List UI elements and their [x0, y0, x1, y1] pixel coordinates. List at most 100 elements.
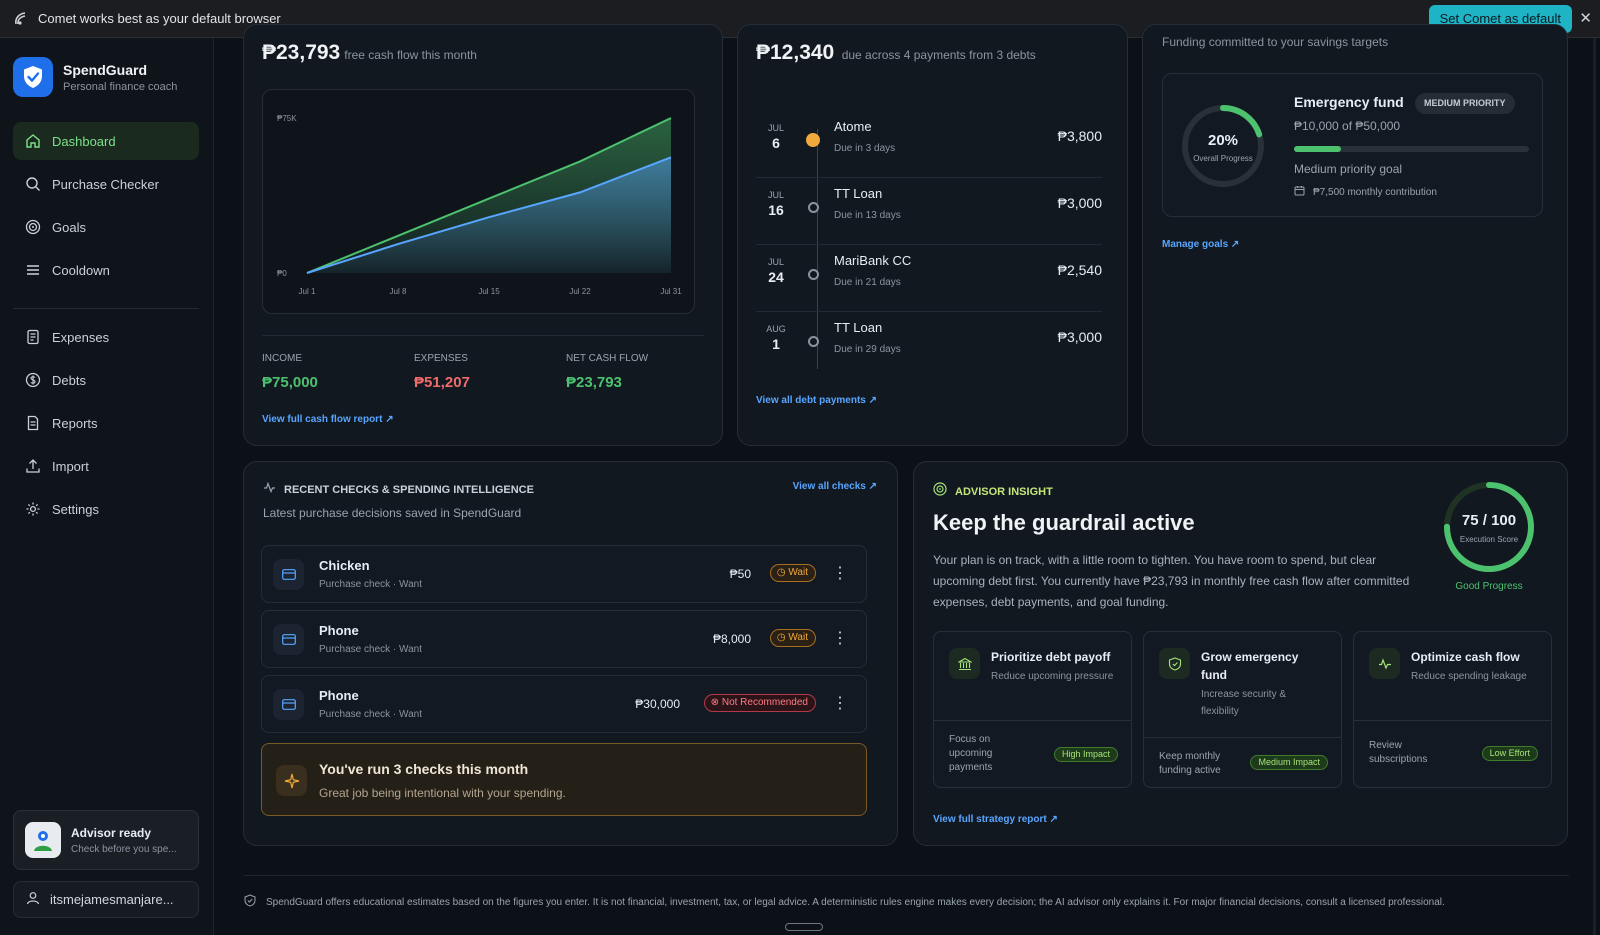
execution-score: 75 / 100: [1461, 512, 1517, 529]
x-tick-label: Jul 8: [390, 287, 407, 296]
close-icon[interactable]: ✕: [1579, 10, 1592, 27]
goals-header: Funding committed to your savings target…: [1162, 35, 1389, 49]
series-line-0: [306, 117, 672, 274]
user-name: itsmejamesmanjare...: [50, 892, 174, 907]
debt-name: MariBank CC: [834, 253, 912, 268]
more-options-icon[interactable]: ⋮: [832, 630, 848, 647]
debt-due: Due in 21 days: [834, 277, 901, 288]
more-options-icon[interactable]: ⋮: [832, 695, 848, 712]
debt-day: 6: [772, 135, 780, 151]
shield-logo-icon: [13, 57, 53, 97]
sidebar-item-label: Dashboard: [52, 133, 116, 149]
net-cash-flow-stat: NET CASH FLOW ₱23,793: [566, 353, 648, 391]
manage-goals-link[interactable]: Manage goals ↗: [1162, 239, 1239, 250]
check-row[interactable]: Phone Purchase check · Want ₱30,000 ⊗ No…: [261, 675, 867, 733]
home-icon: [24, 132, 42, 150]
sidebar-item-label: Reports: [52, 415, 98, 431]
advisor-label-row: ADVISOR INSIGHT: [933, 482, 1053, 501]
sidebar-item-debts[interactable]: Debts: [13, 361, 199, 399]
goal-percent: 20%: [1207, 132, 1239, 149]
sidebar-item-reports[interactable]: Reports: [13, 404, 199, 442]
sidebar-item-label: Settings: [52, 501, 99, 517]
goal-progress-text: ₱10,000 of ₱50,000: [1294, 119, 1401, 133]
insight-footer-text: Keep monthly funding active: [1159, 751, 1221, 776]
debt-row[interactable]: JUL 6 Atome Due in 3 days ₱3,800: [756, 111, 1102, 177]
expenses-stat: EXPENSES ₱51,207: [414, 353, 470, 391]
sidebar-item-settings[interactable]: Settings: [13, 490, 199, 528]
checks-header: RECENT CHECKS & SPENDING INTELLIGENCE: [263, 481, 534, 499]
debt-row[interactable]: JUL 24 MariBank CC Due in 21 days ₱2,540: [756, 245, 1102, 311]
check-row[interactable]: Chicken Purchase check · Want ₱50 ◷ Wait…: [261, 545, 867, 603]
sidebar-item-label: Cooldown: [52, 262, 110, 278]
sidebar-item-purchase-checker[interactable]: Purchase Checker: [13, 165, 199, 203]
scrollbar[interactable]: [1593, 38, 1596, 935]
calendar-icon: [1294, 185, 1305, 199]
checks-title: RECENT CHECKS & SPENDING INTELLIGENCE: [284, 484, 534, 496]
brand[interactable]: SpendGuard Personal finance coach: [13, 57, 177, 97]
check-row[interactable]: Phone Purchase check · Want ₱8,000 ◷ Wai…: [261, 610, 867, 668]
timeline-dot: [808, 269, 819, 280]
target-icon: [24, 218, 42, 236]
debt-month: JUL: [767, 190, 784, 200]
insight-card-cash-flow[interactable]: Optimize cash flow Reduce spending leaka…: [1353, 631, 1552, 788]
view-all-checks-link[interactable]: View all checks ↗: [793, 481, 877, 492]
disclaimer-text: SpendGuard offers educational estimates …: [266, 896, 1445, 908]
advisor-insight-card: ADVISOR INSIGHT Keep the guardrail activ…: [913, 461, 1568, 846]
insight-footer-text: Review subscriptions: [1369, 740, 1428, 765]
debts-summary: ₱12,340 due across 4 payments from 3 deb…: [756, 41, 1056, 66]
debt-day: 24: [768, 269, 784, 285]
row-divider: [756, 177, 1102, 178]
advisor-ready-card[interactable]: Advisor ready Check before you spe...: [13, 810, 199, 870]
goal-emergency-fund[interactable]: 20% Overall Progress Emergency fund MEDI…: [1162, 73, 1543, 217]
brand-name: SpendGuard: [63, 61, 148, 78]
strategy-report-link-label: View full strategy report: [933, 814, 1047, 825]
scroll-indicator[interactable]: [785, 923, 823, 931]
debts-card: ₱12,340 due across 4 payments from 3 deb…: [737, 24, 1128, 446]
advisor-label: ADVISOR INSIGHT: [955, 485, 1053, 498]
cash-flow-chart: ₱75K ₱0 Jul 1 Jul 8 Jul 15 Jul 22 Jul 31: [262, 89, 695, 314]
debt-payments-link[interactable]: View all debt payments ↗: [756, 395, 877, 406]
sidebar-item-expenses[interactable]: Expenses: [13, 318, 199, 356]
sidebar-item-goals[interactable]: Goals: [13, 208, 199, 246]
comet-logo-icon: [12, 10, 30, 28]
primary-nav: Dashboard Purchase Checker Goals Cooldow…: [13, 122, 199, 294]
check-name: Phone: [319, 688, 359, 703]
upload-icon: [24, 457, 42, 475]
sidebar-item-dashboard[interactable]: Dashboard: [13, 122, 199, 160]
debt-date: JUL 6: [766, 123, 786, 151]
debt-amount: ₱3,000: [1057, 329, 1102, 345]
receipt-icon: [24, 328, 42, 346]
debt-month: JUL: [767, 123, 784, 133]
sidebar-item-cooldown[interactable]: Cooldown: [13, 251, 199, 289]
debt-day: 16: [768, 202, 784, 218]
income-label: INCOME: [262, 353, 302, 364]
debt-amount: ₱3,000: [1057, 195, 1102, 211]
cash-flow-report-link[interactable]: View full cash flow report ↗: [262, 414, 394, 425]
debt-row[interactable]: AUG 1 TT Loan Due in 29 days ₱3,000: [756, 312, 1102, 378]
status-badge-label: Wait: [788, 632, 808, 643]
check-price: ₱8,000: [712, 632, 751, 646]
manage-goals-link-label: Manage goals: [1162, 239, 1229, 250]
user-account[interactable]: itsmejamesmanjare...: [13, 881, 199, 918]
insight-card-emergency-fund[interactable]: Grow emergency fund Increase security & …: [1143, 631, 1342, 788]
set-default-button[interactable]: Set Comet as default: [1428, 5, 1572, 33]
expenses-label: EXPENSES: [414, 353, 468, 364]
advisor-ready-subtitle: Check before you spe...: [71, 843, 177, 855]
goal-progress-fill: [1294, 146, 1341, 152]
external-arrow-icon: ↗: [1049, 814, 1058, 825]
more-options-icon[interactable]: ⋮: [832, 565, 848, 582]
strategy-report-link[interactable]: View full strategy report ↗: [933, 814, 1058, 825]
check-meta: Purchase check · Want: [319, 644, 423, 655]
insight-title: Optimize cash flow: [1411, 650, 1520, 664]
status-badge: ◷ Wait: [769, 564, 816, 582]
insight-footer: Focus on upcoming payments High Impact: [934, 720, 1131, 789]
document-icon: [24, 414, 42, 432]
goal-name: Emergency fund: [1294, 94, 1404, 110]
insight-title: Grow emergency fund: [1201, 650, 1299, 682]
debt-row[interactable]: JUL 16 TT Loan Due in 13 days ₱3,000: [756, 178, 1102, 244]
external-arrow-icon: ↗: [1230, 239, 1240, 250]
sidebar-item-import[interactable]: Import: [13, 447, 199, 485]
insight-card-debt-payoff[interactable]: Prioritize debt payoff Reduce upcoming p…: [933, 631, 1132, 788]
stats-divider: [262, 335, 704, 336]
shield-icon: [244, 894, 256, 910]
